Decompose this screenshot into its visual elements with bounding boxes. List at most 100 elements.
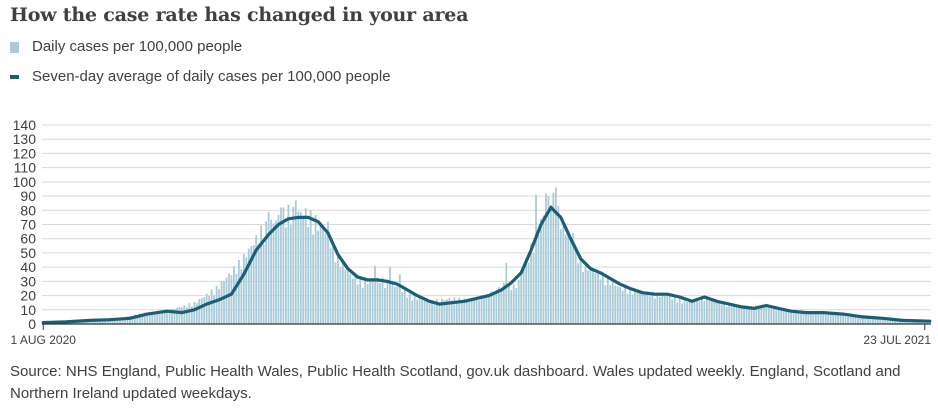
y-tick-label-10: 10: [20, 302, 36, 318]
daily-cases-bar: [559, 229, 562, 324]
daily-cases-bar: [493, 291, 495, 324]
daily-cases-bar: [879, 319, 882, 324]
daily-cases-bar: [381, 277, 384, 324]
legend-label-bars: Daily cases per 100,000 people: [32, 38, 243, 55]
daily-cases-bar: [715, 301, 718, 324]
daily-cases-bar: [708, 300, 711, 324]
daily-cases-bar: [520, 273, 523, 324]
daily-cases-bar: [327, 221, 329, 324]
daily-cases-bar: [309, 210, 312, 324]
daily-cases-bar: [616, 286, 619, 324]
daily-cases-bar: [901, 321, 904, 324]
y-tick-label-130: 130: [13, 131, 37, 147]
daily-cases-bar: [681, 303, 684, 324]
daily-cases-bar: [886, 319, 889, 324]
daily-cases-bar: [374, 265, 376, 324]
daily-cases-bar: [237, 260, 240, 324]
daily-cases-bar: [277, 214, 280, 324]
daily-cases-bar: [225, 277, 228, 324]
daily-cases-bar: [911, 320, 914, 324]
daily-cases-bar: [319, 221, 322, 324]
daily-cases-bar: [849, 315, 852, 324]
daily-cases-bar: [587, 270, 589, 324]
daily-cases-bar: [636, 292, 639, 324]
daily-cases-bar: [552, 192, 555, 324]
daily-cases-bar: [153, 312, 156, 324]
daily-cases-bar: [270, 219, 272, 324]
daily-cases-bar: [522, 270, 525, 324]
y-tick-label-60: 60: [20, 231, 36, 247]
y-tick-label-140: 140: [13, 117, 37, 133]
daily-cases-bar: [646, 291, 649, 324]
daily-cases-bar: [889, 319, 892, 324]
legend-item-daily-cases: Daily cases per 100,000 people: [10, 38, 242, 55]
daily-cases-bar: [800, 310, 802, 324]
daily-cases-bar: [517, 279, 520, 324]
daily-cases-bar: [507, 283, 510, 324]
daily-cases-bar: [656, 292, 659, 324]
daily-cases-bar: [158, 312, 161, 324]
daily-cases-bar: [797, 312, 800, 324]
daily-cases-bar: [629, 287, 632, 324]
daily-cases-bar: [753, 309, 755, 324]
daily-cases-bar: [691, 299, 693, 324]
daily-cases-bar: [329, 248, 332, 324]
daily-cases-bar: [651, 291, 654, 324]
daily-cases-bar: [765, 306, 768, 324]
daily-cases-bar: [792, 311, 795, 324]
daily-cases-bar: [161, 310, 163, 324]
daily-cases-bar: [745, 306, 748, 324]
daily-cases-bar: [810, 311, 812, 324]
daily-cases-bar: [252, 245, 255, 324]
y-tick-label-100: 100: [13, 174, 37, 190]
daily-cases-bar: [701, 295, 703, 324]
daily-cases-bar: [683, 300, 686, 324]
daily-cases-bar: [267, 211, 270, 324]
daily-cases-bar: [540, 218, 542, 324]
daily-cases-bar: [275, 220, 277, 324]
daily-cases-bar: [666, 295, 669, 324]
daily-cases-bar: [418, 298, 421, 324]
daily-cases-bar: [262, 244, 265, 324]
daily-cases-bar: [663, 295, 666, 324]
daily-cases-bar: [443, 300, 446, 324]
daily-cases-bar: [869, 318, 872, 324]
daily-cases-bar: [735, 306, 738, 324]
daily-cases-bar: [203, 297, 206, 324]
daily-cases-bar: [490, 291, 493, 324]
daily-cases-bar: [116, 317, 119, 324]
daily-cases-bar: [505, 262, 508, 324]
daily-cases-bar: [918, 321, 921, 324]
daily-cases-bar: [376, 277, 379, 324]
daily-cases-bar: [379, 283, 381, 324]
daily-cases-bar: [710, 298, 713, 324]
daily-cases-bar: [458, 297, 461, 324]
x-tick-label-1: 23 JUL 2021: [863, 333, 931, 347]
daily-cases-bar: [698, 301, 701, 324]
daily-cases-bar: [393, 286, 396, 324]
daily-cases-bar: [713, 300, 716, 324]
daily-cases-bar: [121, 317, 124, 324]
daily-cases-bar: [235, 274, 238, 324]
daily-cases-bar: [822, 312, 825, 324]
daily-cases-bar: [914, 321, 916, 324]
daily-cases-bar: [473, 299, 476, 324]
daily-cases-bar: [101, 319, 104, 324]
daily-cases-bar: [597, 271, 599, 324]
daily-cases-bar: [257, 243, 260, 324]
daily-cases-bar: [339, 267, 342, 324]
daily-cases-bar: [438, 302, 441, 324]
daily-cases-bar: [574, 246, 577, 324]
y-tick-label-50: 50: [20, 245, 36, 261]
daily-cases-bar: [371, 280, 374, 324]
daily-cases-bar: [176, 307, 178, 324]
daily-cases-bar: [480, 295, 483, 324]
daily-cases-bar: [634, 289, 636, 324]
daily-cases-bar: [341, 261, 344, 324]
daily-cases-bar: [403, 290, 406, 324]
daily-cases-bar: [906, 321, 909, 324]
daily-cases-bar: [260, 225, 263, 324]
daily-cases-bar: [723, 301, 726, 324]
daily-cases-bar: [527, 262, 530, 324]
daily-cases-bar: [891, 320, 894, 324]
